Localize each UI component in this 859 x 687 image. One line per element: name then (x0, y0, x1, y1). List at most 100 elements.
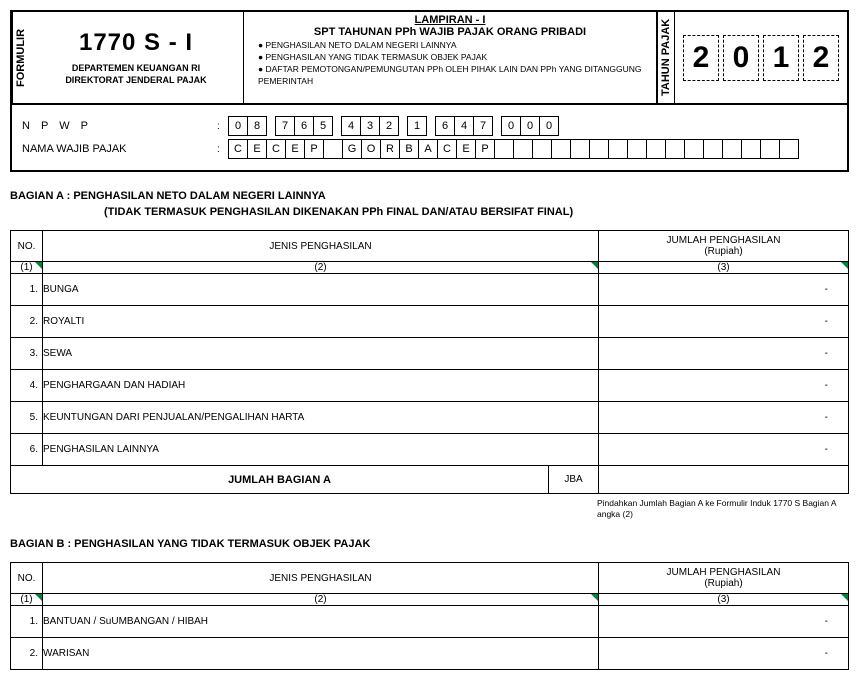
name-cell (532, 139, 552, 159)
lampiran-title: LAMPIRAN - I (250, 14, 650, 26)
row-jenis: BUNGA (43, 274, 599, 306)
name-cell (323, 139, 343, 159)
name-cell (589, 139, 609, 159)
name-cell: P (304, 139, 324, 159)
npwp-cell: 1 (407, 116, 427, 136)
npwp-cell: 5 (313, 116, 333, 136)
table-row: 3.SEWA- (11, 338, 849, 370)
row-jenis: SEWA (43, 338, 599, 370)
table-row: 1.BANTUAN / SuUMBANGAN / HIBAH- (11, 606, 849, 638)
row-no: 1. (11, 606, 43, 638)
npwp-cell: 7 (473, 116, 493, 136)
npwp-cell: 0 (539, 116, 559, 136)
col-no: NO. (11, 231, 43, 262)
name-cell (760, 139, 780, 159)
row-jenis: WARISAN (43, 638, 599, 670)
row-jenis: KEUNTUNGAN DARI PENJUALAN/PENGALIHAN HAR… (43, 402, 599, 434)
npwp-cell: 2 (379, 116, 399, 136)
name-cell (722, 139, 742, 159)
form-header: FORMULIR 1770 S - I DEPARTEMEN KEUANGAN … (10, 10, 849, 105)
name-label: NAMA WAJIB PAJAK (22, 143, 217, 155)
table-header: NO. JENIS PENGHASILAN JUMLAH PENGHASILAN… (11, 563, 849, 594)
jba-label: JBA (548, 466, 598, 493)
total-amount (599, 466, 849, 494)
dept-lines: DEPARTEMEN KEUANGAN RI DIREKTORAT JENDER… (33, 63, 239, 86)
npwp-row: N P W P : 087654321647000 (22, 116, 837, 136)
year-digit-4: 2 (803, 35, 839, 81)
table-subheader: (1) (2) (3) (11, 594, 849, 606)
col-jenis: JENIS PENGHASILAN (43, 563, 599, 594)
table-row: 1.BUNGA- (11, 274, 849, 306)
name-cell (703, 139, 723, 159)
h2: (2) (43, 594, 599, 606)
table-subheader: (1) (2) (3) (11, 262, 849, 274)
row-no: 1. (11, 274, 43, 306)
row-no: 6. (11, 434, 43, 466)
name-cell: P (475, 139, 495, 159)
npwp-cell: 6 (294, 116, 314, 136)
npwp-cell: 8 (247, 116, 267, 136)
tax-year-label: TAHUN PAJAK (657, 12, 675, 103)
col-jumlah: JUMLAH PENGHASILAN (Rupiah) (599, 563, 849, 594)
row-amount: - (599, 274, 849, 306)
section-a-footnote: Pindahkan Jumlah Bagian A ke Formulir In… (10, 498, 849, 520)
npwp-cell: 0 (520, 116, 540, 136)
col-jumlah-2: (Rupiah) (601, 246, 846, 257)
npwp-cell: 0 (501, 116, 521, 136)
name-cell: C (266, 139, 286, 159)
header-bullets: PENGHASILAN NETO DALAM NEGERI LAINNYA PE… (250, 40, 650, 88)
table-row: 4.PENGHARGAAN DAN HADIAH- (11, 370, 849, 402)
total-row: JUMLAH BAGIAN A JBA (11, 466, 849, 494)
spt-title: SPT TAHUNAN PPh WAJIB PAJAK ORANG PRIBAD… (250, 26, 650, 38)
bullet-2: PENGHASILAN YANG TIDAK TERMASUK OBJEK PA… (258, 52, 650, 64)
row-amount: - (599, 402, 849, 434)
row-no: 2. (11, 638, 43, 670)
row-jenis: PENGHASILAN LAINNYA (43, 434, 599, 466)
name-cell (513, 139, 533, 159)
name-cell (608, 139, 628, 159)
name-cell (741, 139, 761, 159)
dept-line-2: DIREKTORAT JENDERAL PAJAK (33, 75, 239, 87)
section-a-title: BAGIAN A : PENGHASILAN NETO DALAM NEGERI… (10, 190, 849, 202)
bullet-1: PENGHASILAN NETO DALAM NEGERI LAINNYA (258, 40, 650, 52)
table-row: 2.ROYALTI- (11, 306, 849, 338)
col-jumlah-1: JUMLAH PENGHASILAN (601, 567, 846, 578)
section-a-table: NO. JENIS PENGHASILAN JUMLAH PENGHASILAN… (10, 230, 849, 494)
name-cell (779, 139, 799, 159)
h3: (3) (599, 262, 849, 274)
dept-line-1: DEPARTEMEN KEUANGAN RI (33, 63, 239, 75)
row-no: 4. (11, 370, 43, 402)
npwp-cell: 7 (275, 116, 295, 136)
name-cell: R (380, 139, 400, 159)
table-row: 2.WARISAN- (11, 638, 849, 670)
header-left: 1770 S - I DEPARTEMEN KEUANGAN RI DIREKT… (29, 12, 244, 103)
h1: (1) (11, 262, 43, 274)
bullet-3: DAFTAR PEMOTONGAN/PEMUNGUTAN PPh OLEH PI… (258, 64, 650, 88)
row-no: 3. (11, 338, 43, 370)
name-cell: E (285, 139, 305, 159)
h1: (1) (11, 594, 43, 606)
row-amount: - (599, 638, 849, 670)
table-row: 5.KEUNTUNGAN DARI PENJUALAN/PENGALIHAN H… (11, 402, 849, 434)
identity-box: N P W P : 087654321647000 NAMA WAJIB PAJ… (10, 105, 849, 172)
name-row: NAMA WAJIB PAJAK : CECEPGORBACEP (22, 139, 837, 159)
row-amount: - (599, 434, 849, 466)
name-cell (494, 139, 514, 159)
total-label: JUMLAH BAGIAN A (11, 466, 548, 493)
name-cell (551, 139, 571, 159)
name-cell: A (418, 139, 438, 159)
row-no: 2. (11, 306, 43, 338)
table-row: 6.PENGHASILAN LAINNYA- (11, 434, 849, 466)
npwp-cell: 3 (360, 116, 380, 136)
row-amount: - (599, 338, 849, 370)
row-jenis: PENGHARGAAN DAN HADIAH (43, 370, 599, 402)
row-amount: - (599, 306, 849, 338)
row-jenis: BANTUAN / SuUMBANGAN / HIBAH (43, 606, 599, 638)
section-b-title: BAGIAN B : PENGHASILAN YANG TIDAK TERMAS… (10, 538, 849, 550)
year-cells: 2 0 1 2 (675, 12, 847, 103)
row-amount: - (599, 606, 849, 638)
col-jenis: JENIS PENGHASILAN (43, 231, 599, 262)
h3: (3) (599, 594, 849, 606)
name-cell: O (361, 139, 381, 159)
header-mid: LAMPIRAN - I SPT TAHUNAN PPh WAJIB PAJAK… (244, 12, 657, 103)
